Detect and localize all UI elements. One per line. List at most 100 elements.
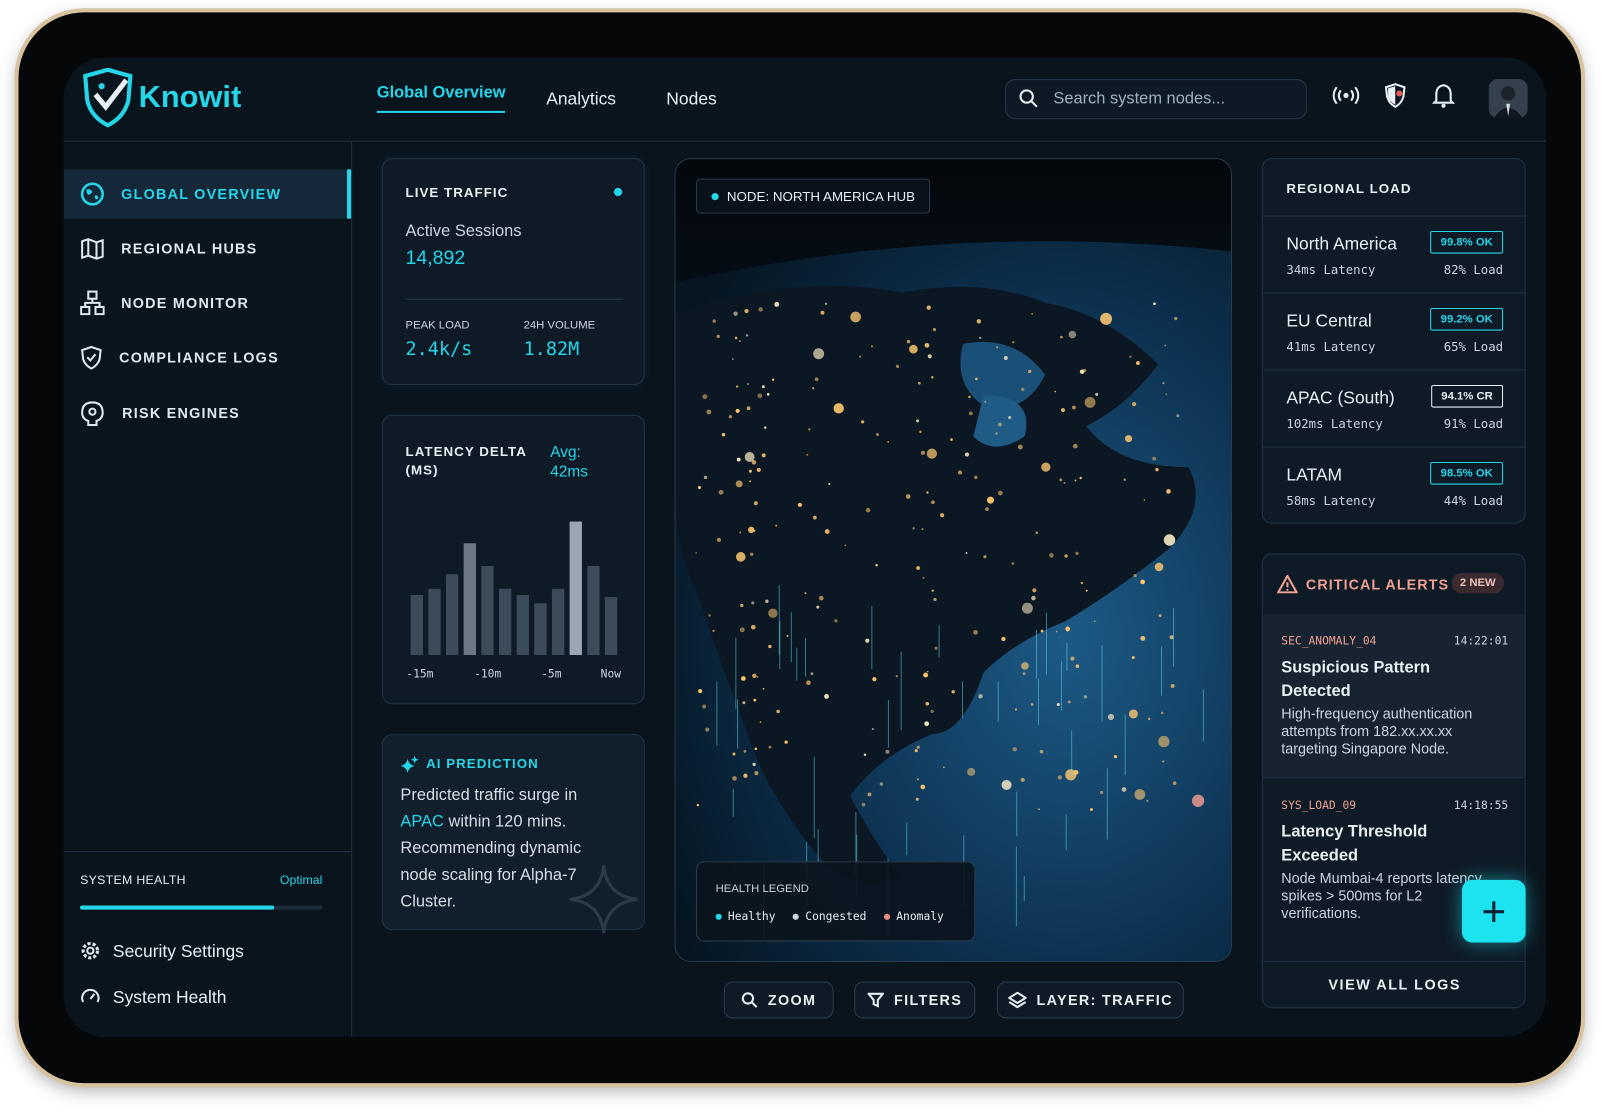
city-light <box>812 515 817 520</box>
search-box[interactable]: Search system nodes... <box>1005 79 1307 120</box>
latency-bar <box>463 543 476 656</box>
signal-icon[interactable] <box>1332 84 1360 107</box>
sidebar-item[interactable]: GLOBAL OVERVIEW <box>63 169 352 219</box>
city-light <box>768 745 772 749</box>
city-light <box>922 576 925 579</box>
sidebar-item[interactable]: RISK ENGINES <box>64 388 351 437</box>
city-light <box>1021 387 1025 392</box>
legend-swatch <box>883 913 891 920</box>
city-light <box>872 677 877 682</box>
region-row: EU Central 99.2% OK 41ms Latency 65% Load <box>1262 292 1527 371</box>
city-light <box>705 727 710 732</box>
city-light <box>1017 444 1023 450</box>
city-light <box>876 433 879 437</box>
shield-icon[interactable] <box>1384 82 1407 109</box>
city-light <box>728 415 733 419</box>
city-light <box>1161 711 1164 715</box>
city-light <box>708 614 711 617</box>
city-light <box>1162 382 1165 385</box>
city-light <box>915 797 919 801</box>
city-light <box>1060 335 1063 339</box>
map-button[interactable]: LAYER: TRAFFIC <box>996 981 1184 1019</box>
volume-value: 1.82M <box>523 338 580 361</box>
city-light <box>745 334 749 337</box>
city-light <box>797 502 802 507</box>
region-latency: 58ms Latency <box>1286 493 1376 509</box>
city-light <box>751 601 755 605</box>
sidebar-item[interactable]: NODE MONITOR <box>64 278 351 327</box>
city-light <box>885 749 890 754</box>
region-name: North America <box>1286 234 1397 254</box>
avatar[interactable] <box>1488 79 1528 119</box>
city-light <box>996 346 999 349</box>
city-light <box>753 698 757 702</box>
alert-id: SYS_LOAD_09 <box>1281 798 1357 813</box>
button-label: ZOOM <box>767 991 817 1009</box>
regional-load-card: REGIONAL LOAD North America 99.8% OK 34ms … <box>1261 158 1527 524</box>
ai-text-part: within 120 mins. Recommending dynamic no… <box>400 813 582 911</box>
city-light <box>924 342 930 348</box>
peak-label: PEAK LOAD <box>405 319 470 332</box>
city-light <box>743 773 748 778</box>
sidebar-item[interactable]: COMPLIANCE LOGS <box>64 333 351 382</box>
sidebar-link[interactable]: Security Settings <box>112 941 244 961</box>
city-light <box>968 411 973 416</box>
city-light <box>758 307 763 312</box>
add-button[interactable] <box>1461 879 1526 943</box>
city-light <box>1065 626 1071 632</box>
city-light <box>965 552 968 554</box>
city-light <box>951 690 955 694</box>
city-light <box>867 792 872 797</box>
nav-tab[interactable]: Nodes <box>666 89 717 109</box>
city-light <box>756 675 759 678</box>
bell-icon[interactable] <box>1432 82 1455 109</box>
sidebar-item[interactable]: REGIONAL HUBS <box>64 224 351 273</box>
alert-body: Node Mumbai-4 reports latency spikes > 5… <box>1281 869 1482 921</box>
city-light <box>1063 481 1066 485</box>
map-button[interactable]: ZOOM <box>723 981 834 1019</box>
card-title: LIVE TRAFFIC <box>405 184 509 201</box>
city-light <box>756 467 761 472</box>
city-light <box>741 676 746 681</box>
city-light <box>976 319 981 324</box>
city-light <box>804 592 807 595</box>
card-title: CRITICAL ALERTS <box>1305 575 1450 593</box>
city-light <box>1020 777 1025 783</box>
card-title: LATENCY DELTA (MS) <box>405 443 527 478</box>
city-light <box>943 766 945 769</box>
city-light <box>871 345 873 348</box>
city-light <box>1057 775 1063 780</box>
city-light <box>702 394 708 400</box>
city-light <box>749 480 752 483</box>
region-name: EU Central <box>1286 311 1372 331</box>
city-light <box>1028 369 1032 374</box>
sidebar-divider <box>351 141 353 1037</box>
latency-chart: -15m -10m -5m Now <box>406 521 621 681</box>
logo-icon <box>83 67 133 128</box>
view-all-logs[interactable]: VIEW ALL LOGS <box>1328 976 1462 993</box>
map-button[interactable]: FILTERS <box>854 981 976 1019</box>
region-row: APAC (South) 94.1% CR 102ms Latency 91% Loa… <box>1262 369 1527 448</box>
city-light <box>721 432 726 437</box>
city-light <box>712 319 716 323</box>
city-light <box>979 336 982 339</box>
latency-bar <box>516 595 529 656</box>
region-status: 94.1% CR <box>1431 385 1504 408</box>
nav-tab[interactable]: Global Overview <box>376 84 506 113</box>
map-icon <box>81 238 104 260</box>
gear-icon <box>81 941 100 960</box>
city-light <box>775 524 778 527</box>
city-light <box>1083 695 1088 699</box>
network-icon <box>80 290 105 316</box>
city-light <box>931 589 934 592</box>
alert-id: SEC_ANOMALY_04 <box>1281 634 1377 648</box>
city-light <box>964 452 970 457</box>
card-title: AI PREDICTION <box>426 755 539 772</box>
city-light <box>1031 312 1033 315</box>
sidebar-link[interactable]: System Health <box>112 987 227 1008</box>
city-light <box>983 555 987 559</box>
nav-tab[interactable]: Analytics <box>546 89 617 109</box>
city-light <box>766 393 770 396</box>
city-light <box>1154 562 1164 572</box>
